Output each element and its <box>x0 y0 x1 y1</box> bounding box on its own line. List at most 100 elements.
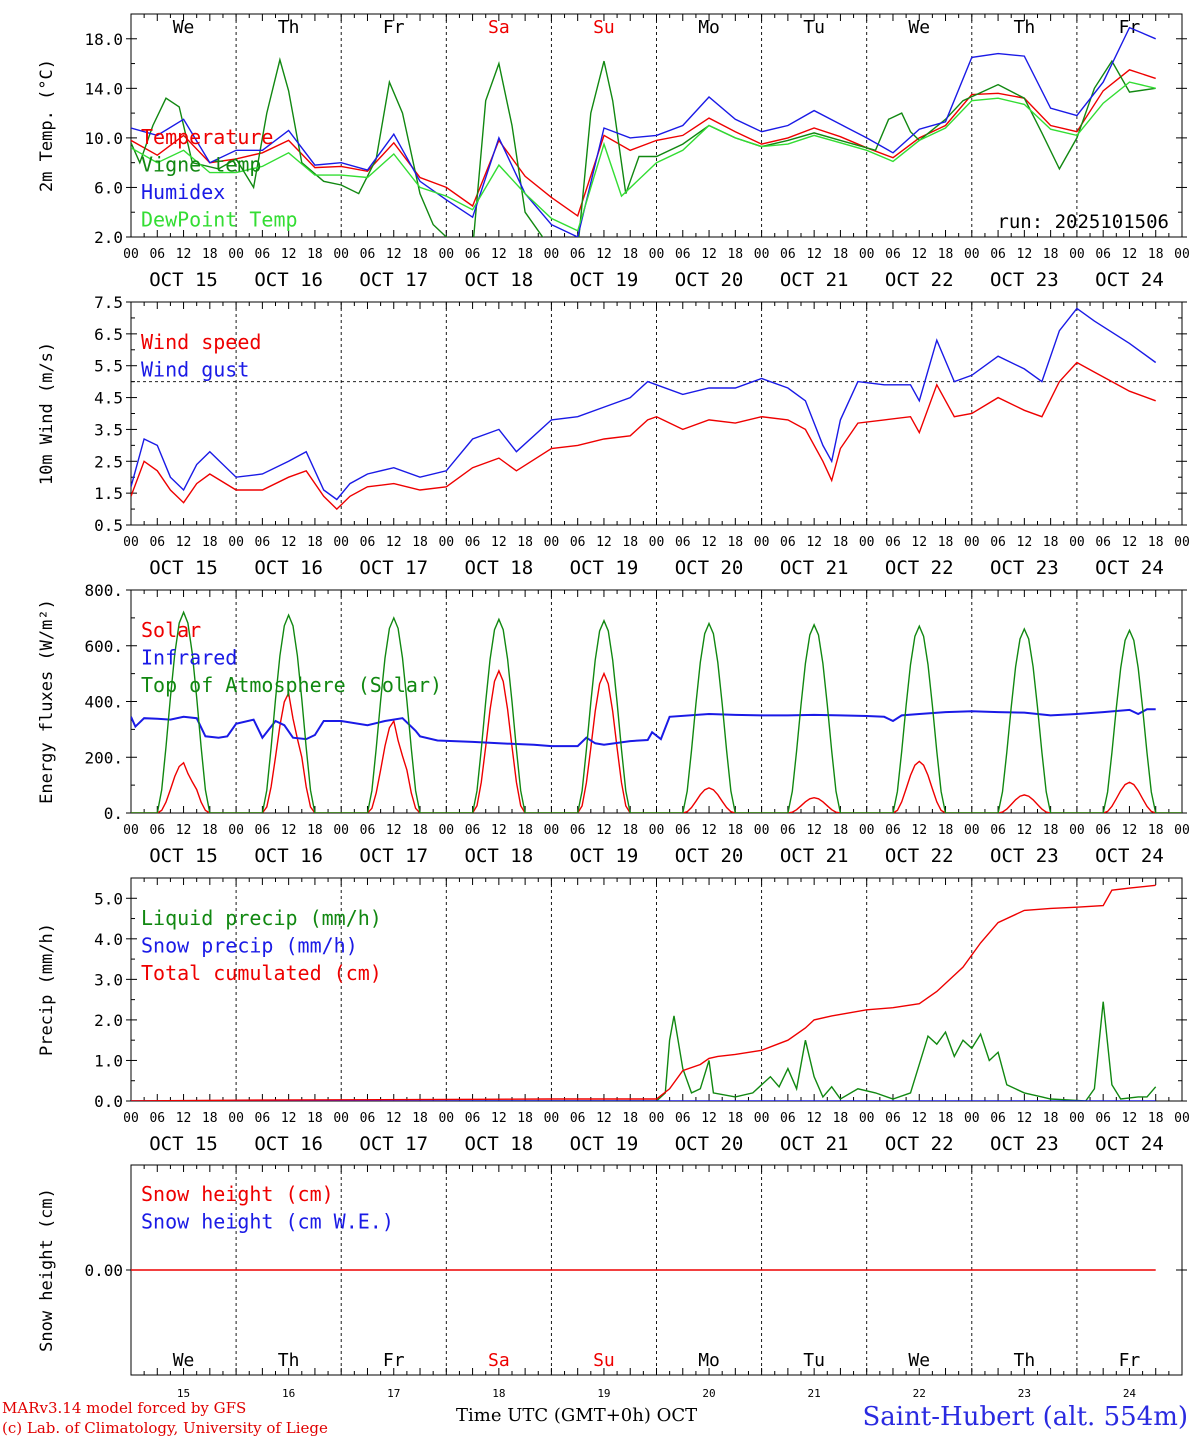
x-hour-label: 12 <box>1017 247 1033 262</box>
x-date-label: OCT 20 <box>675 1133 744 1155</box>
day-of-week-label: Mo <box>698 1350 720 1371</box>
x-hour-label: 12 <box>386 535 402 550</box>
series-line-solar <box>131 668 1182 813</box>
x-hour-label: 00 <box>964 1111 980 1126</box>
legend-entry: Total cumulated (cm) <box>141 961 382 985</box>
x-hour-label: 12 <box>1017 1111 1033 1126</box>
x-hour-label: 00 <box>123 823 139 838</box>
x-hour-label: 06 <box>570 1111 586 1126</box>
x-hour-label: 18 <box>1148 247 1164 262</box>
x-hour-label: 00 <box>228 247 244 262</box>
day-number-label: 24 <box>1123 1387 1137 1400</box>
x-hour-label: 12 <box>596 1111 612 1126</box>
x-hour-label: 06 <box>990 247 1006 262</box>
x-hour-label: 00 <box>1069 247 1085 262</box>
series-line-total-cumulated-cm- <box>131 884 1156 1101</box>
x-hour-label: 06 <box>675 535 691 550</box>
plot-frame <box>130 13 1183 238</box>
x-hour-label: 06 <box>675 1111 691 1126</box>
x-hour-label: 00 <box>438 823 454 838</box>
day-number-label: 17 <box>387 1387 400 1400</box>
time-axis-month: OCT <box>656 1405 698 1426</box>
x-hour-label: 18 <box>938 1111 954 1126</box>
y-tick-label: 1.5 <box>94 484 123 503</box>
x-hour-label: 12 <box>701 1111 717 1126</box>
x-hour-label: 00 <box>754 247 770 262</box>
series-line-top-of-atmosphere-solar- <box>131 610 1182 813</box>
y-tick-label: 3.5 <box>94 420 123 439</box>
x-hour-label: 00 <box>1174 1111 1190 1126</box>
x-hour-label: 00 <box>1069 535 1085 550</box>
x-hour-label: 00 <box>859 823 875 838</box>
day-number-label: 16 <box>282 1387 295 1400</box>
x-date-label: OCT 20 <box>675 269 744 291</box>
y-tick-label: 14.0 <box>84 79 123 98</box>
day-number-label: 21 <box>808 1387 821 1400</box>
x-hour-label: 12 <box>806 535 822 550</box>
x-hour-label: 06 <box>885 823 901 838</box>
y-tick-label: 18.0 <box>84 30 123 49</box>
x-hour-label: 00 <box>438 535 454 550</box>
y-tick-label: 3.0 <box>94 970 123 989</box>
x-hour-label: 06 <box>465 1111 481 1126</box>
x-hour-label: 18 <box>727 535 743 550</box>
x-hour-label: 06 <box>1095 1111 1111 1126</box>
y-axis-label: 2m Temp. (°C) <box>37 59 57 192</box>
x-hour-label: 06 <box>255 247 271 262</box>
x-date-label: OCT 22 <box>885 1133 954 1155</box>
x-hour-label: 00 <box>649 247 665 262</box>
x-hour-label: 18 <box>622 1111 638 1126</box>
day-of-week-label: We <box>173 17 195 38</box>
x-hour-label: 18 <box>1043 535 1059 550</box>
y-tick-label: 1.0 <box>94 1051 123 1070</box>
x-hour-label: 12 <box>911 247 927 262</box>
day-of-week-label: Fr <box>1119 1350 1141 1371</box>
series-group <box>131 610 1182 813</box>
x-date-label: OCT 15 <box>149 1133 218 1155</box>
x-hour-label: 06 <box>360 823 376 838</box>
series-group <box>131 26 1156 237</box>
x-hour-label: 18 <box>307 247 323 262</box>
x-hour-label: 12 <box>701 823 717 838</box>
x-hour-label: 06 <box>780 535 796 550</box>
x-hour-label: 12 <box>386 247 402 262</box>
legend-entry: DewPoint Temp <box>141 208 298 232</box>
legend-entry: Liquid precip (mm/h) <box>141 906 382 930</box>
x-hour-label: 06 <box>675 247 691 262</box>
series-line-temperature <box>131 69 1156 218</box>
day-of-week-label: We <box>908 17 930 38</box>
x-hour-label: 12 <box>1122 823 1138 838</box>
x-hour-label: 18 <box>202 247 218 262</box>
legend-entry: Top of Atmosphere (Solar) <box>141 673 442 697</box>
x-date-label: OCT 23 <box>990 557 1059 579</box>
x-hour-label: 06 <box>990 1111 1006 1126</box>
x-hour-label: 00 <box>1174 535 1190 550</box>
y-tick-label: 0.0 <box>94 1092 123 1111</box>
x-hour-label: 12 <box>386 1111 402 1126</box>
x-hour-label: 00 <box>859 535 875 550</box>
x-hour-label: 12 <box>491 1111 507 1126</box>
x-hour-label: 00 <box>1174 823 1190 838</box>
day-of-week-label: We <box>908 1350 930 1371</box>
x-hour-label: 06 <box>990 823 1006 838</box>
x-hour-label: 18 <box>307 823 323 838</box>
legend-entry: Snow precip (mm/h) <box>141 934 358 958</box>
series-line-infrared <box>131 708 1156 748</box>
x-hour-label: 18 <box>622 823 638 838</box>
x-hour-label: 06 <box>360 535 376 550</box>
x-hour-label: 18 <box>517 247 533 262</box>
x-hour-label: 06 <box>885 535 901 550</box>
day-of-week-label: Tu <box>803 17 825 38</box>
y-tick-label: 800. <box>84 581 123 600</box>
x-hour-label: 18 <box>412 247 428 262</box>
plot-frame <box>130 301 1183 526</box>
x-hour-label: 18 <box>1043 1111 1059 1126</box>
x-date-label: OCT 15 <box>149 557 218 579</box>
day-of-week-label: Th <box>1014 1350 1036 1371</box>
series-line-vigne-temp <box>131 57 1156 237</box>
x-hour-label: 12 <box>596 823 612 838</box>
x-hour-label: 00 <box>544 247 560 262</box>
x-hour-label: 00 <box>859 247 875 262</box>
x-hour-label: 06 <box>255 1111 271 1126</box>
